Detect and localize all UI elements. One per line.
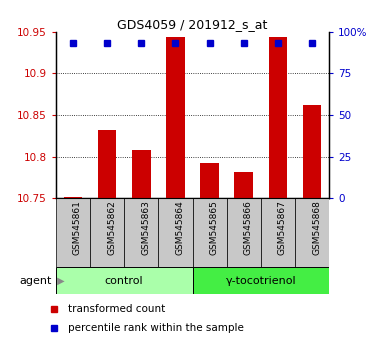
Text: GSM545864: GSM545864: [176, 200, 184, 255]
Bar: [268, 37, 287, 198]
Bar: [303, 105, 321, 198]
Text: agent: agent: [20, 275, 52, 286]
Bar: [261, 198, 295, 267]
Text: control: control: [105, 275, 144, 286]
Text: γ-tocotrienol: γ-tocotrienol: [226, 275, 296, 286]
Text: GSM545865: GSM545865: [209, 200, 219, 255]
Text: GSM545868: GSM545868: [312, 200, 321, 255]
Text: GSM545861: GSM545861: [73, 200, 82, 255]
Bar: [158, 198, 192, 267]
Bar: [295, 198, 329, 267]
Bar: [98, 130, 117, 198]
Bar: [166, 37, 185, 198]
Bar: [234, 172, 253, 198]
Text: ▶: ▶: [54, 275, 65, 286]
Bar: [192, 267, 329, 294]
Text: GSM545863: GSM545863: [141, 200, 150, 255]
Bar: [64, 196, 82, 198]
Text: transformed count: transformed count: [69, 304, 166, 314]
Text: percentile rank within the sample: percentile rank within the sample: [69, 323, 244, 333]
Bar: [56, 267, 192, 294]
Text: GSM545866: GSM545866: [244, 200, 253, 255]
Bar: [56, 198, 90, 267]
Title: GDS4059 / 201912_s_at: GDS4059 / 201912_s_at: [117, 18, 268, 31]
Bar: [124, 198, 158, 267]
Text: GSM545867: GSM545867: [278, 200, 287, 255]
Bar: [227, 198, 261, 267]
Bar: [132, 150, 151, 198]
Bar: [192, 198, 227, 267]
Text: GSM545862: GSM545862: [107, 200, 116, 255]
Bar: [200, 163, 219, 198]
Bar: [90, 198, 124, 267]
